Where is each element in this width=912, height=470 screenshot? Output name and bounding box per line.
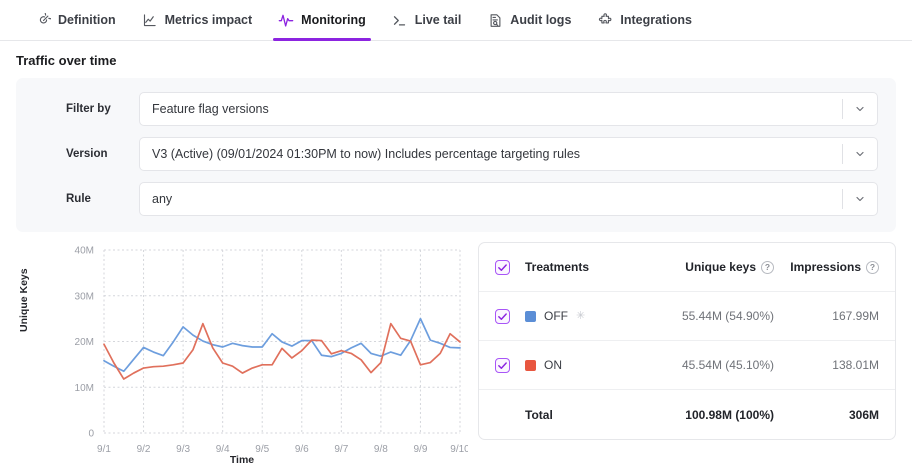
x-tick-label: 9/10 [450,444,468,455]
y-tick-label: 10M [75,383,94,394]
header-impressions: Impressions ? [780,260,895,274]
tab-label: Definition [58,13,116,27]
row-treatment-off: OFF ✳ [525,309,640,323]
y-tick-label: 40M [75,246,94,257]
select-divider [842,144,843,164]
treatment-name: OFF [544,309,568,323]
terminal-icon [392,12,408,28]
x-tick-label: 9/2 [137,444,151,455]
table-row: OFF ✳ 55.44M (54.90%) 167.99M [479,292,895,341]
filter-by-select[interactable]: Feature flag versions [139,92,878,126]
monitoring-content: Unique Keys Time 0 10M 20M 30M 40M 9/1 9/2 9/3 9… [0,240,912,468]
filter-by-label: Filter by [66,103,111,115]
line-chart-icon [142,12,158,28]
treatment-name: ON [544,358,562,372]
select-all-checkbox[interactable] [494,259,510,275]
default-treatment-asterisk-icon: ✳ [576,309,586,322]
x-tick-label: 9/4 [216,444,230,455]
filter-panel: Filter by Feature flag versions Version … [16,78,896,232]
help-icon[interactable]: ? [866,260,879,274]
tab-label: Metrics impact [164,13,253,27]
tab-monitoring[interactable]: Monitoring [265,0,379,41]
select-divider [842,189,843,209]
y-tick-label: 20M [75,337,94,348]
table-total-row: Total 100.98M (100%) 306M [479,390,895,439]
version-select[interactable]: V3 (Active) (09/01/2024 01:30PM to now) … [139,137,878,171]
tab-definition[interactable]: Definition [22,0,129,41]
color-swatch-off [525,310,536,322]
select-divider [842,99,843,119]
filter-by-value: Feature flag versions [152,102,269,116]
table-header-row: Treatments Unique keys ? Impressions ? [479,243,895,292]
chart-series-on [103,322,461,380]
tab-label: Integrations [620,13,692,27]
document-search-icon [487,12,503,28]
chart-y-axis-label: Unique Keys [18,268,30,332]
chart-canvas: 0 10M 20M 30M 40M 9/1 9/2 9/3 9/4 9/5 9/6 9/7 9/8 9/9… [75,246,468,456]
x-tick-label: 9/3 [176,444,190,455]
rule-value: any [152,192,173,206]
y-tick-label: 0 [88,429,94,440]
chart-x-axis-label: Time [229,454,255,466]
row-treatment-on: ON [525,358,640,372]
filter-row-version: Version V3 (Active) (09/01/2024 01:30PM … [34,137,878,171]
x-tick-label: 9/5 [255,444,269,455]
version-label: Version [66,148,108,160]
table-row: ON 45.54M (45.10%) 138.01M [479,341,895,390]
row-checkbox-off[interactable] [494,308,510,324]
x-tick-label: 9/1 [97,444,111,455]
puzzle-icon [597,12,613,28]
tab-live-tail[interactable]: Live tail [379,0,475,41]
tab-metrics-impact[interactable]: Metrics impact [129,0,266,41]
chevron-down-icon[interactable] [843,193,877,205]
x-tick-label: 9/6 [295,444,309,455]
row-checkbox-on[interactable] [494,357,510,373]
filter-row-filter-by: Filter by Feature flag versions [34,92,878,126]
x-tick-label: 9/9 [413,444,427,455]
x-tick-label: 9/7 [334,444,348,455]
chart-series-off [103,317,461,373]
header-impressions-label: Impressions [790,260,861,274]
tab-label: Audit logs [510,13,572,27]
row-select-cell [479,308,525,324]
rule-label: Rule [66,193,91,205]
pulse-icon [278,12,294,28]
row-impressions-off: 167.99M [832,309,879,323]
version-value: V3 (Active) (09/01/2024 01:30PM to now) … [152,147,581,161]
row-select-cell [479,357,525,373]
select-all-cell [479,259,525,275]
y-tick-label: 30M [75,291,94,302]
chevron-down-icon[interactable] [843,148,877,160]
rule-select[interactable]: any [139,182,878,216]
header-treatments: Treatments [525,260,590,274]
filter-row-rule: Rule any [34,182,878,216]
total-unique-keys: 100.98M (100%) [685,407,774,422]
tab-label: Monitoring [301,13,366,27]
tab-audit-logs[interactable]: Audit logs [474,0,584,41]
row-unique-keys-on: 45.54M (45.10%) [681,358,774,372]
active-tab-underline [273,38,371,41]
treatments-table: Treatments Unique keys ? Impressions ? O… [478,242,896,440]
tab-bar: Definition Metrics impact Monitoring Liv… [0,0,912,41]
header-unique-keys: Unique keys ? [640,260,780,274]
color-swatch-on [525,359,536,371]
help-icon[interactable]: ? [761,260,774,274]
total-label: Total [525,407,553,422]
x-tick-label: 9/8 [374,444,388,455]
header-unique-keys-label: Unique keys [685,260,756,274]
page-title: Traffic over time [16,53,117,68]
tab-integrations[interactable]: Integrations [584,0,705,41]
traffic-line-chart: Unique Keys Time 0 10M 20M 30M 40M 9/1 9/2 9/3 9… [16,240,468,468]
total-impressions: 306M [848,407,879,422]
target-icon [35,12,51,28]
row-impressions-on: 138.01M [832,358,879,372]
tab-label: Live tail [414,13,462,27]
row-unique-keys-off: 55.44M (54.90%) [681,309,774,323]
chevron-down-icon[interactable] [843,103,877,115]
